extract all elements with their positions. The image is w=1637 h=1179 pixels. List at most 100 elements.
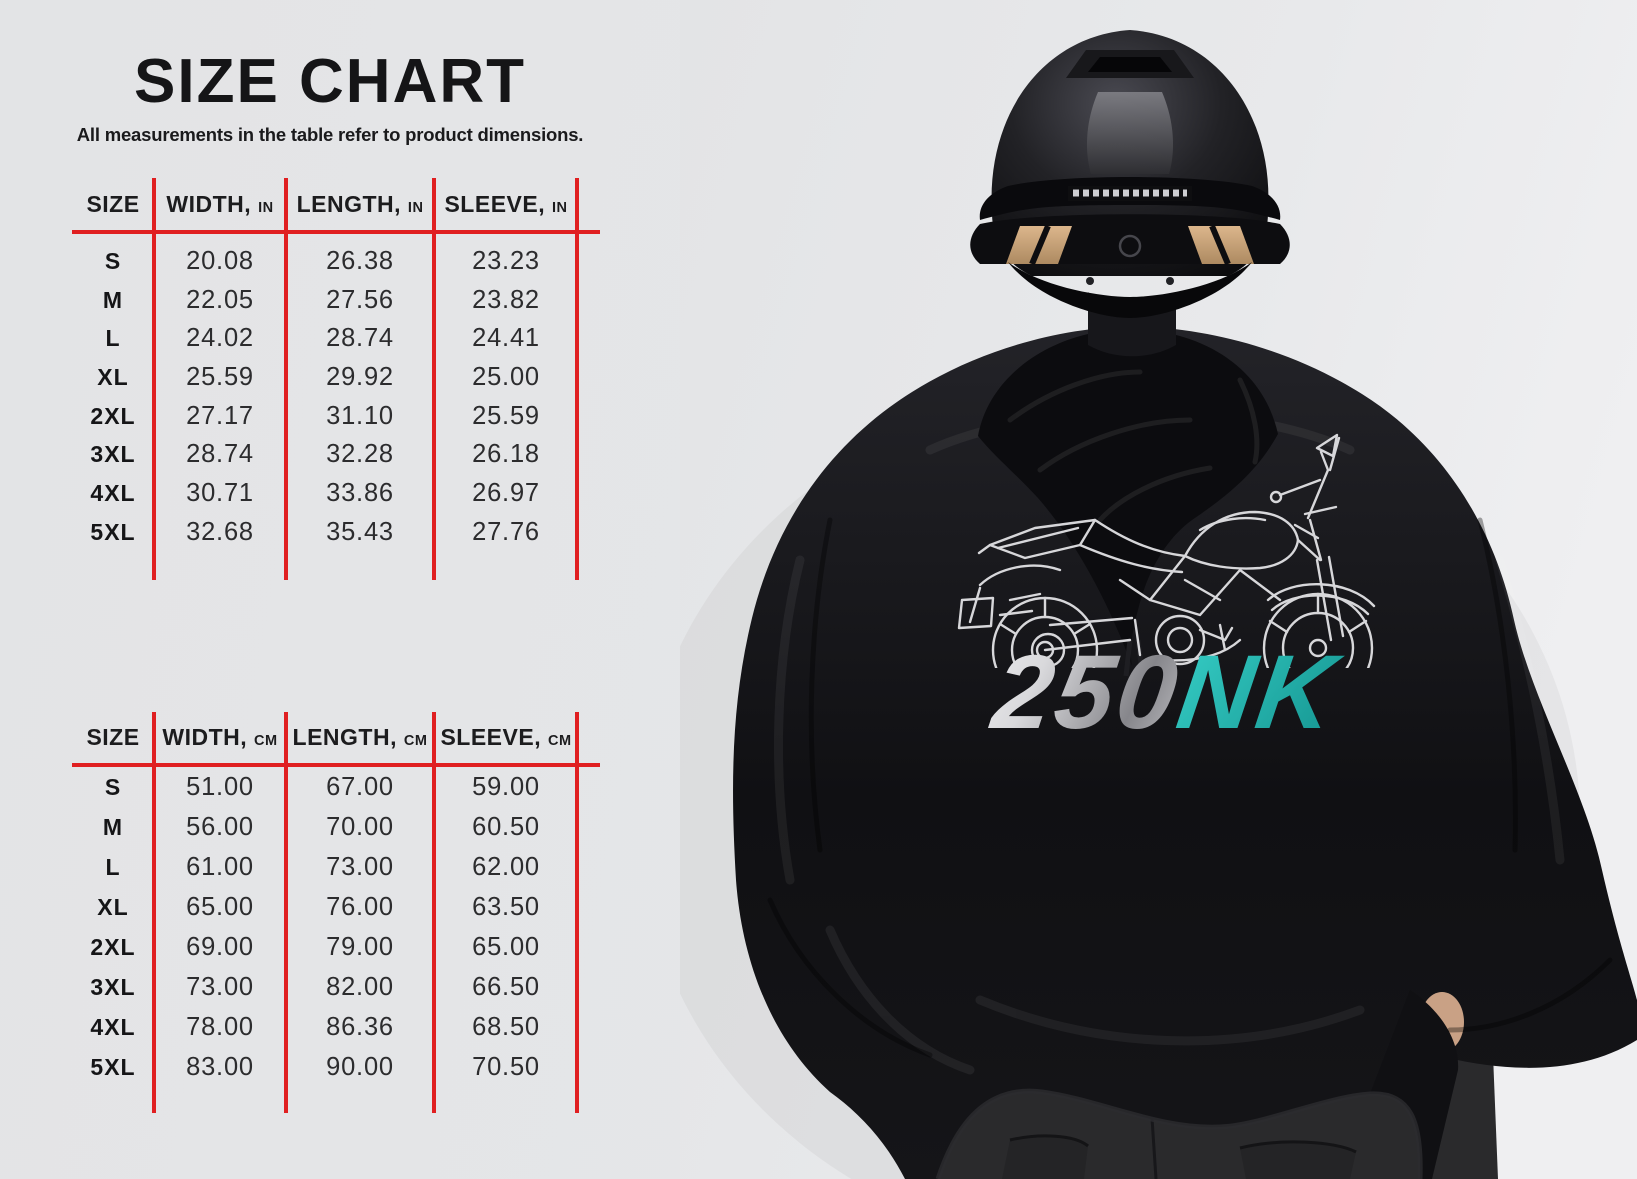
- size-cell: 4XL: [90, 479, 136, 506]
- svg-text:250NK: 250NK: [984, 633, 1348, 750]
- sleeve-value-cell: 23.82: [472, 285, 540, 314]
- width-value-cell: 56.00: [186, 812, 254, 841]
- print-nk: NK: [1171, 633, 1349, 750]
- width-value-cell: 27.17: [186, 401, 254, 430]
- length-value-cell: 70.00: [326, 812, 394, 841]
- size-cell: 5XL: [90, 518, 136, 545]
- length-value-cell: 27.56: [326, 285, 394, 314]
- helmet-top-vent-slot: [1088, 57, 1172, 72]
- width-value-cell: 25.59: [186, 362, 254, 391]
- sleeve-value-cell: 63.50: [472, 892, 540, 921]
- length-value-cell: 86.36: [326, 1012, 394, 1041]
- width-value-cell: 22.05: [186, 285, 254, 314]
- rider-photo: 250NK: [680, 0, 1637, 1179]
- column-divider: [432, 712, 436, 1113]
- column-divider: [432, 178, 436, 580]
- width-value-cell: 28.74: [186, 440, 254, 469]
- length-value-cell: 67.00: [326, 772, 394, 801]
- column-divider: [284, 178, 288, 580]
- size-cell: M: [102, 813, 124, 840]
- size-row: S 20.08 26.38 23.23: [72, 242, 578, 281]
- size-row: 5XL 83.00 90.00 70.50: [72, 1047, 578, 1087]
- reflector-right-slot: [1209, 224, 1231, 266]
- width-value-cell: 32.68: [186, 517, 254, 546]
- size-cell: S: [104, 773, 122, 800]
- column-divider: [152, 712, 156, 1113]
- sleeve-value-cell: 66.50: [472, 972, 540, 1001]
- sleeve-value-cell: 26.97: [472, 478, 540, 507]
- size-cell: 4XL: [90, 1013, 136, 1040]
- size-table-centimeters: SIZE WIDTH, CM LENGTH, CM SLEEVE, CM S 51…: [72, 712, 600, 1113]
- length-value-cell: 29.92: [326, 362, 394, 391]
- width-value-cell: 78.00: [186, 1012, 254, 1041]
- size-cell: L: [105, 853, 121, 880]
- sleeve-value-cell: 62.00: [472, 852, 540, 881]
- size-cell: XL: [97, 363, 129, 390]
- length-value-cell: 73.00: [326, 852, 394, 881]
- sleeve-value-cell: 25.59: [472, 401, 540, 430]
- size-cell: 3XL: [90, 973, 136, 1000]
- helmet-bolt-left: [1086, 277, 1094, 285]
- column-header-length: LENGTH, IN: [296, 190, 424, 217]
- motorcycle-helmet: [970, 30, 1290, 318]
- size-cell: 3XL: [90, 441, 136, 468]
- size-cell: 2XL: [90, 933, 136, 960]
- page-title: SIZE CHART: [134, 47, 526, 116]
- length-value-cell: 82.00: [326, 972, 394, 1001]
- back-print-text: 250NK: [984, 633, 1348, 750]
- column-header-sleeve: SLEEVE, IN: [444, 190, 568, 217]
- size-row: XL 25.59 29.92 25.00: [72, 358, 578, 397]
- fabric-creases: [767, 517, 1613, 1058]
- sleeve-value-cell: 70.50: [472, 1052, 540, 1081]
- reflector-left-slot: [1029, 224, 1051, 266]
- motorcycle-line-art: [957, 433, 1376, 668]
- size-cell: S: [104, 247, 122, 274]
- length-value-cell: 90.00: [326, 1052, 394, 1081]
- header-underline: [72, 230, 600, 234]
- size-cell: M: [102, 286, 124, 313]
- width-value-cell: 61.00: [186, 852, 254, 881]
- size-cell: 2XL: [90, 402, 136, 429]
- column-header-size: SIZE: [86, 724, 140, 750]
- size-row: 3XL 73.00 82.00 66.50: [72, 967, 578, 1007]
- helmet-bolt-right: [1166, 277, 1174, 285]
- size-row: M 22.05 27.56 23.82: [72, 281, 578, 320]
- print-250: 250: [984, 633, 1187, 750]
- width-value-cell: 73.00: [186, 972, 254, 1001]
- helmet-gray-panel: [1086, 92, 1174, 174]
- width-value-cell: 20.08: [186, 246, 254, 275]
- column-header-width: WIDTH, CM: [162, 724, 278, 750]
- table-header-row: SIZE WIDTH, CM LENGTH, CM SLEEVE, CM: [72, 712, 578, 763]
- hoodie-hem: [935, 1088, 1423, 1179]
- column-divider: [152, 178, 156, 580]
- column-header-sleeve: SLEEVE, CM: [440, 724, 572, 750]
- sleeve-value-cell: 25.00: [472, 362, 540, 391]
- length-value-cell: 26.38: [326, 246, 394, 275]
- length-value-cell: 76.00: [326, 892, 394, 921]
- sleeve-value-cell: 60.50: [472, 812, 540, 841]
- size-chart-panel: SIZE CHART All measurements in the table…: [0, 0, 680, 1179]
- hoodie-body: [733, 326, 1637, 1179]
- sleeve-value-cell: 59.00: [472, 772, 540, 801]
- length-value-cell: 33.86: [326, 478, 394, 507]
- length-value-cell: 35.43: [326, 517, 394, 546]
- size-row: 4XL 30.71 33.86 26.97: [72, 474, 578, 513]
- hood-folds: [1007, 369, 1260, 523]
- page-subtitle: All measurements in the table refer to p…: [76, 124, 584, 145]
- size-row: 3XL 28.74 32.28 26.18: [72, 435, 578, 474]
- sleeve-value-cell: 23.23: [472, 246, 540, 275]
- helmet-logo-icon: [1118, 234, 1142, 258]
- size-row: L 24.02 28.74 24.41: [72, 319, 578, 358]
- sleeve-value-cell: 27.76: [472, 517, 540, 546]
- length-value-cell: 32.28: [326, 440, 394, 469]
- hood: [978, 330, 1278, 677]
- size-row: L 61.00 73.00 62.00: [72, 847, 578, 887]
- sleeve-value-cell: 24.41: [472, 324, 540, 353]
- length-value-cell: 28.74: [326, 324, 394, 353]
- table-body: S 20.08 26.38 23.23 M 22.05 27.56 23.82 L 24.02 28…: [72, 242, 578, 552]
- sleeve-value-cell: 26.18: [472, 440, 540, 469]
- size-row: 4XL 78.00 86.36 68.50: [72, 1007, 578, 1047]
- size-cell: L: [105, 325, 121, 352]
- header-underline: [72, 763, 600, 767]
- length-value-cell: 31.10: [326, 401, 394, 430]
